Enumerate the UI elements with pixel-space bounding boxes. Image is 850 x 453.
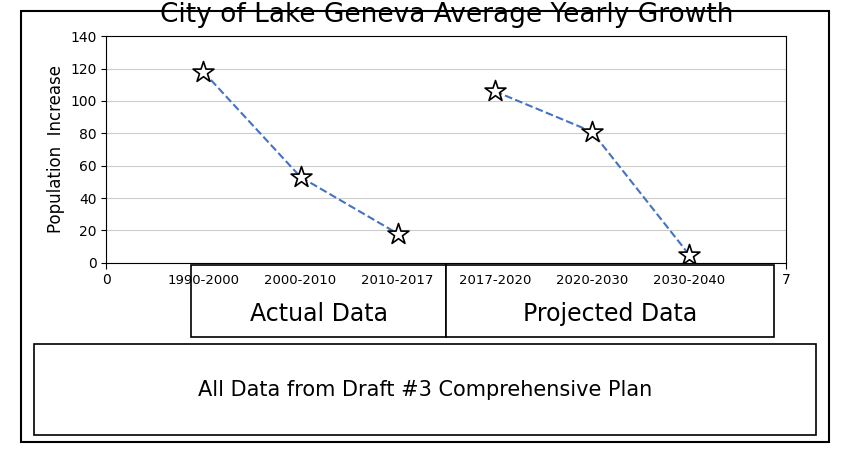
Point <box>391 230 405 237</box>
Y-axis label: Population  Increase: Population Increase <box>47 66 65 233</box>
Text: Projected Data: Projected Data <box>523 302 697 326</box>
Text: 2000-2010: 2000-2010 <box>264 275 337 287</box>
Point <box>683 251 696 258</box>
Point <box>585 128 598 135</box>
Text: 1990-2000: 1990-2000 <box>167 275 240 287</box>
Text: 2010-2017: 2010-2017 <box>361 275 434 287</box>
Title: City of Lake Geneva Average Yearly Growth: City of Lake Geneva Average Yearly Growt… <box>160 2 733 29</box>
Text: 2017-2020: 2017-2020 <box>459 275 531 287</box>
Point <box>488 87 502 95</box>
Text: 2020-2030: 2020-2030 <box>556 275 628 287</box>
Point <box>196 68 210 76</box>
Text: Actual Data: Actual Data <box>250 302 388 326</box>
Text: All Data from Draft #3 Comprehensive Plan: All Data from Draft #3 Comprehensive Pla… <box>198 380 652 400</box>
Text: 2030-2040: 2030-2040 <box>653 275 725 287</box>
Point <box>294 173 308 181</box>
